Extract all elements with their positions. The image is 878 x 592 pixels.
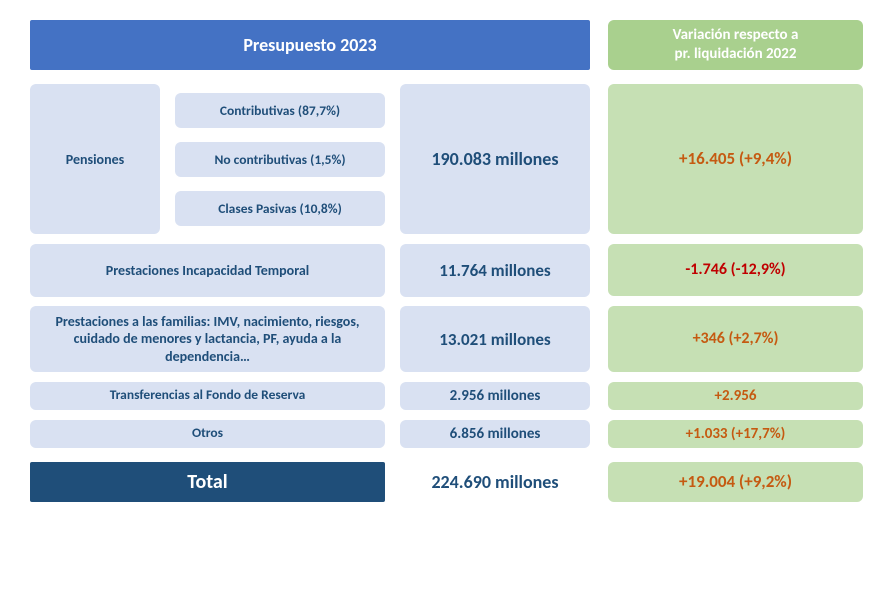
chip-contributivas: Contributivas (87,7%) [175,93,385,128]
variation-otros: +1.033 (+17,7%) [608,420,863,448]
label-otros: Otros [30,420,385,448]
header-budget: Presupuesto 2023 [30,20,590,70]
label-incapacidad: Prestaciones Incapacidad Temporal [30,244,385,297]
rows-left: Pensiones Contributivas (87,7%) No contr… [30,84,590,502]
row-familias: Prestaciones a las familias: IMV, nacimi… [30,306,590,372]
variation-column: Variación respecto a pr. liquidación 202… [608,20,863,502]
row-pensiones: Pensiones Contributivas (87,7%) No contr… [30,84,590,234]
header-variation: Variación respecto a pr. liquidación 202… [608,20,863,70]
pensiones-chips: Contributivas (87,7%) No contributivas (… [175,93,385,226]
label-familias: Prestaciones a las familias: IMV, nacimi… [30,306,385,372]
label-pensiones: Pensiones [30,84,160,234]
amount-total: 224.690 millones [400,462,590,502]
pensiones-breakdown: Pensiones Contributivas (87,7%) No contr… [30,84,385,234]
amount-otros: 6.856 millones [400,420,590,448]
chip-no-contributivas: No contributivas (1,5%) [175,142,385,177]
variation-familias: +346 (+2,7%) [608,306,863,372]
amount-familias: 13.021 millones [400,306,590,372]
rows-right: +16.405 (+9,4%) -1.746 (-12,9%) +346 (+2… [608,84,863,502]
variation-incapacidad: -1.746 (-12,9%) [608,244,863,296]
header-variation-l1: Variación respecto a [673,26,799,44]
amount-pensiones: 190.083 millones [400,84,590,234]
variation-total: +19.004 (+9,2%) [608,462,863,502]
row-fondo-reserva: Transferencias al Fondo de Reserva 2.956… [30,382,590,410]
row-incapacidad: Prestaciones Incapacidad Temporal 11.764… [30,244,590,296]
amount-fondo-reserva: 2.956 millones [400,382,590,410]
row-otros: Otros 6.856 millones [30,420,590,448]
row-total: Total 224.690 millones [30,462,590,502]
amount-incapacidad: 11.764 millones [400,244,590,297]
variation-pensiones: +16.405 (+9,4%) [608,84,863,234]
label-fondo-reserva: Transferencias al Fondo de Reserva [30,382,385,410]
header-variation-l2: pr. liquidación 2022 [675,45,797,63]
chip-clases-pasivas: Clases Pasivas (10,8%) [175,191,385,226]
budget-column: Presupuesto 2023 Pensiones Contributivas… [30,20,590,502]
label-total: Total [30,462,385,502]
variation-fondo-reserva: +2.956 [608,382,863,410]
budget-table: Presupuesto 2023 Pensiones Contributivas… [30,20,858,502]
